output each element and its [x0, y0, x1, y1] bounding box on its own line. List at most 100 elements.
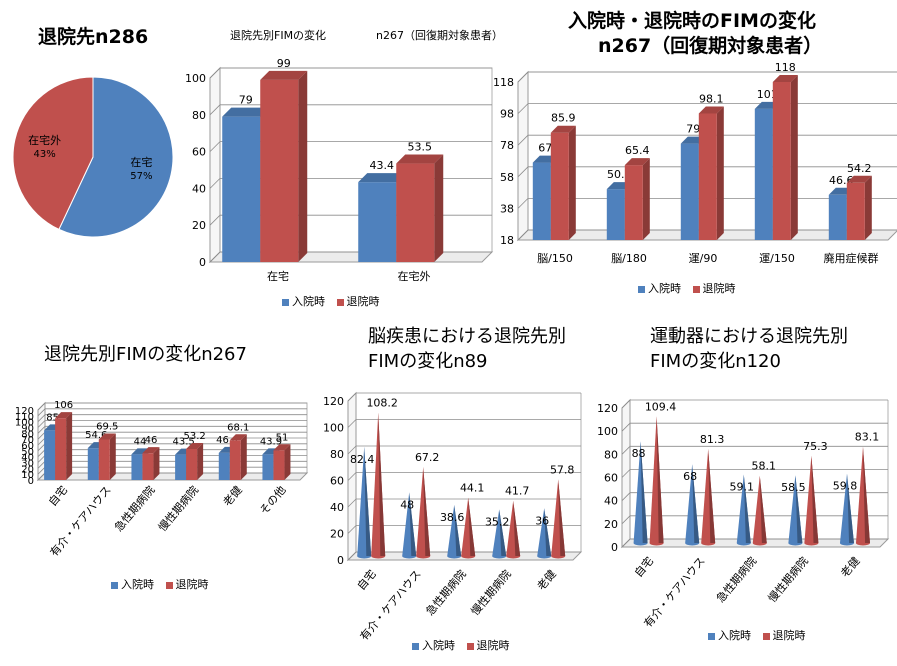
y-tick-label: 0: [337, 554, 344, 567]
value-label: 53.5: [407, 141, 432, 154]
bar-admit: [754, 108, 773, 240]
category-label: 慢性期病院: [765, 554, 811, 605]
category-label: 在宅外: [398, 269, 431, 283]
y-tick-label: 0: [28, 476, 34, 487]
category-label: 廃用症候群: [824, 251, 879, 265]
cone-shade: [811, 455, 819, 543]
y-tick-label: 10: [21, 470, 34, 481]
pie-percent-1: 43%: [33, 149, 55, 160]
legend-discharge-swatch: [165, 581, 173, 589]
legend-admit-swatch: [708, 632, 715, 640]
y-tick-label: 40: [330, 501, 344, 514]
bar-top: [846, 175, 872, 183]
value-label: 109.4: [645, 400, 677, 413]
cone-shade: [499, 509, 507, 556]
gridline-side: [209, 178, 221, 189]
value-label: 44: [134, 436, 147, 447]
legend-admit-swatch: [111, 581, 118, 589]
y-tick-label: 40: [192, 182, 206, 195]
category-label: 脳/150: [537, 252, 573, 265]
legend-discharge-swatch: [336, 298, 344, 306]
bar-discharge: [396, 163, 435, 262]
y-tick-label: 100: [185, 72, 206, 85]
y-tick-label: 20: [330, 528, 344, 541]
category-label: その他: [257, 484, 288, 518]
cone-shade: [656, 416, 664, 543]
brain-title-line2: FIMの変化n89: [368, 351, 488, 372]
category-label: 慢性期病院: [155, 483, 201, 534]
y-tick-label: 0: [199, 256, 206, 269]
value-label: 58.1: [752, 460, 777, 473]
gridline-side: [621, 469, 631, 478]
bar-top: [260, 70, 308, 80]
category-label: 運/150: [759, 252, 795, 265]
bar-side: [109, 433, 116, 480]
value-label: 67.2: [415, 451, 440, 464]
bar-top: [358, 173, 406, 183]
value-label: 65.4: [625, 144, 650, 157]
bar-dest-panel: 退院先別FIMの変化 n267（回復期対象患者） 0 20 40 60 80 100 79 9…: [160, 0, 503, 315]
side-wall: [517, 70, 529, 242]
bar-top: [222, 107, 270, 117]
bar-top: [772, 75, 798, 82]
value-label: 59.8: [833, 480, 858, 493]
bar-top: [396, 154, 444, 164]
value-label: 75.3: [803, 440, 828, 453]
bar-top: [273, 444, 291, 451]
value-label: 46.4: [216, 435, 238, 446]
gridline-side: [209, 67, 221, 79]
value-label: 46: [145, 435, 158, 446]
bar-discharge: [260, 79, 299, 262]
bar-side: [642, 158, 650, 240]
pie-title: 退院先n286: [38, 26, 149, 48]
gridline-side: [347, 419, 357, 428]
gridline-side: [517, 198, 529, 209]
value-label: 79: [239, 94, 253, 107]
value-label: 69.5: [96, 421, 118, 432]
category-label: 脳/180: [611, 252, 647, 265]
bar-top: [55, 412, 73, 419]
side-wall: [209, 66, 221, 264]
value-label: 57.8: [550, 463, 575, 476]
category-label: 急性期病院: [713, 554, 759, 605]
value-label: 53.2: [183, 431, 205, 442]
gridline-side: [37, 466, 46, 475]
legend-discharge-label: 退院時: [772, 629, 806, 642]
value-label: 99: [277, 57, 291, 70]
gridline-side: [37, 426, 46, 434]
y-tick-label: 20: [21, 464, 34, 475]
gridline-side: [37, 443, 46, 452]
legend-discharge-label: 退院時: [175, 578, 209, 591]
legend-admit-label: 入院時: [718, 629, 751, 642]
value-label: 43.5: [172, 437, 194, 448]
bar-admit: [44, 430, 56, 480]
pie-slice-1: [12, 76, 94, 231]
bar-side: [284, 444, 291, 480]
motor-legend: 入院時 退院時: [700, 627, 806, 643]
bar-discharge: [273, 450, 285, 480]
cone-shade: [364, 446, 372, 556]
gridline-side: [37, 420, 46, 428]
gridline-side: [37, 402, 46, 411]
category-label: 在宅: [267, 269, 289, 283]
value-label: 98.1: [699, 92, 724, 105]
y-tick-label: 80: [21, 429, 34, 440]
gridline-side: [517, 103, 529, 114]
y-tick-label: 100: [323, 422, 344, 435]
gridline-side: [621, 515, 631, 525]
pie-percent-0: 57%: [130, 171, 152, 182]
category-label: 自宅: [354, 567, 379, 593]
y-tick-label: 120: [15, 406, 34, 417]
cone-shade: [468, 497, 476, 556]
category-label: 老健: [221, 484, 245, 509]
motor-panel: 運動器における退院先別 FIMの変化n120 0 20 40 60 80 100 120 88…: [590, 315, 897, 666]
cone-shade: [558, 479, 566, 556]
y-tick-label: 80: [192, 109, 206, 122]
bar-side: [153, 447, 160, 480]
value-label: 101: [757, 88, 778, 101]
brain-panel: 脳疾患における退院先別 FIMの変化n89 0 20 40 60 80 100 120 82.…: [318, 315, 593, 666]
y-tick-label: 38: [500, 202, 514, 215]
gridline-side: [347, 498, 357, 508]
brain-chart: 02040608010012082.4108.2自宅4867.2有介・ケアハウス…: [323, 391, 583, 643]
value-label: 35.2: [485, 515, 510, 528]
